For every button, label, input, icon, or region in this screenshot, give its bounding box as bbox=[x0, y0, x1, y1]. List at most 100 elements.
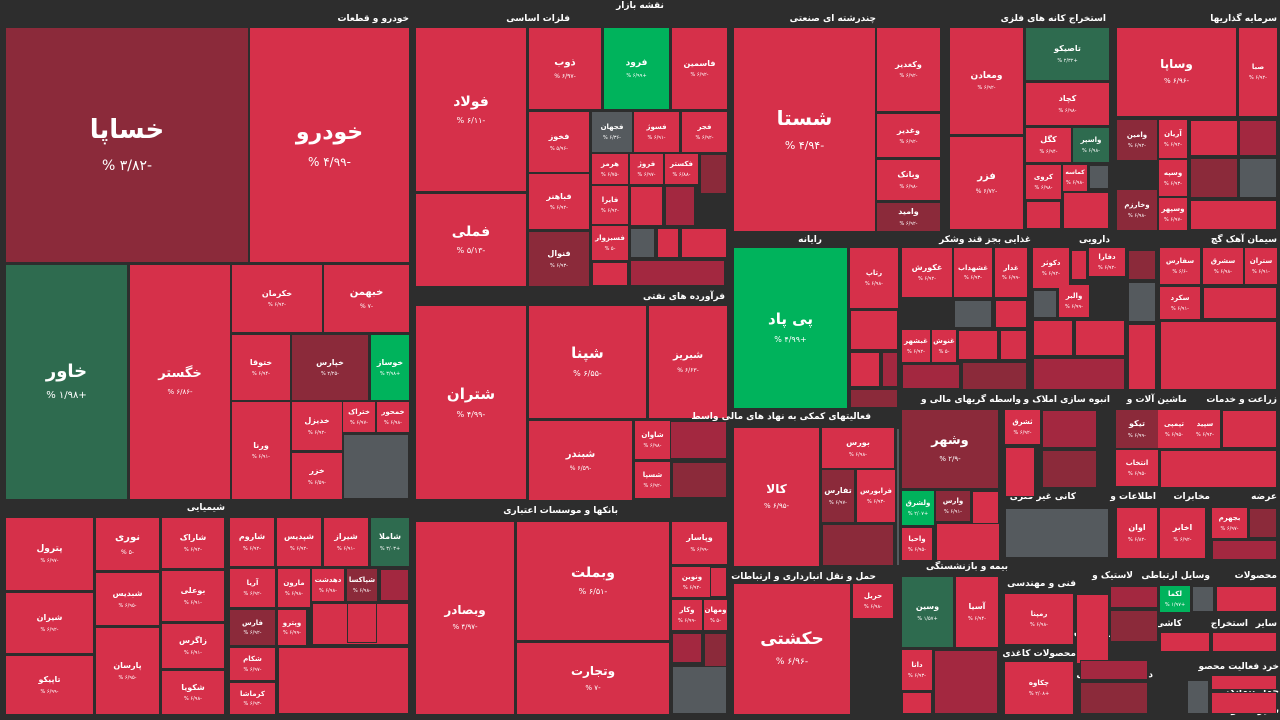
small-tile[interactable] bbox=[850, 389, 898, 408]
tile-وغدیر[interactable]: وغدیر -۶/۹۲ % bbox=[877, 114, 940, 157]
small-tile[interactable] bbox=[1033, 320, 1073, 356]
small-tile[interactable] bbox=[1239, 158, 1277, 198]
tile-بوعلی[interactable]: بوعلی -۶/۹۱ % bbox=[162, 571, 224, 621]
small-tile[interactable] bbox=[962, 362, 1027, 390]
tile-شیراز[interactable]: شیراز -۶/۹۱ % bbox=[324, 518, 368, 566]
tile-خاور[interactable]: خاور +۱/۹۸ % bbox=[6, 265, 127, 499]
tile-دانا[interactable]: دانا -۶/۹۳ % bbox=[902, 650, 932, 690]
tile-خمحور[interactable]: خمحور -۶/۹۸ % bbox=[377, 402, 409, 432]
tile-وارس[interactable]: وارس -۶/۹۱ % bbox=[936, 491, 970, 521]
tile-ورنا[interactable]: ورنا -۶/۹۱ % bbox=[232, 402, 290, 499]
tile-ثشرق[interactable]: ثشرق -۶/۹۲ % bbox=[1005, 410, 1040, 444]
small-tile[interactable] bbox=[1222, 410, 1277, 448]
tile-بجهرم[interactable]: بجهرم -۶/۹۷ % bbox=[1212, 508, 1247, 538]
tile-فنوال[interactable]: فنوال -۶/۹۳ % bbox=[529, 232, 589, 286]
small-tile[interactable] bbox=[681, 228, 727, 258]
tile-هرمز[interactable]: هرمز -۶/۷۵ % bbox=[592, 154, 628, 184]
small-tile[interactable] bbox=[972, 491, 999, 525]
tile-سپید[interactable]: سپید -۶/۹۲ % bbox=[1190, 410, 1220, 448]
small-tile[interactable] bbox=[1033, 290, 1057, 318]
tile-کرماشا[interactable]: کرماشا -۶/۹۳ % bbox=[230, 683, 275, 714]
small-tile[interactable] bbox=[1033, 358, 1125, 390]
small-tile[interactable] bbox=[278, 647, 409, 714]
tile-مارون[interactable]: مارون -۶/۹۸ % bbox=[278, 569, 310, 607]
small-tile[interactable] bbox=[936, 523, 1000, 561]
tile-بورس[interactable]: بورس -۶/۹۸ % bbox=[822, 428, 894, 468]
small-tile[interactable] bbox=[882, 352, 898, 387]
small-tile[interactable] bbox=[592, 262, 628, 286]
small-tile[interactable] bbox=[1190, 200, 1277, 230]
tile-شبدیس[interactable]: شبدیس -۶/۹۵ % bbox=[96, 573, 159, 625]
small-tile[interactable] bbox=[1160, 450, 1277, 488]
tile-فملی[interactable]: فملی -۵/۱۳ % bbox=[416, 194, 526, 286]
tile-وپاسار[interactable]: وپاسار -۶/۹۹ % bbox=[672, 522, 727, 564]
small-tile[interactable] bbox=[1128, 250, 1156, 280]
small-tile[interactable] bbox=[1192, 586, 1214, 612]
small-tile[interactable] bbox=[934, 650, 998, 714]
tile-پی پاد[interactable]: پی پاد +۴/۹۹ % bbox=[734, 248, 847, 408]
tile-ستران[interactable]: ستران -۶/۹۱ % bbox=[1245, 248, 1277, 284]
small-tile[interactable] bbox=[1080, 660, 1148, 680]
tile-وتجارت[interactable]: وتجارت -۷ % bbox=[517, 643, 669, 714]
small-tile[interactable] bbox=[1110, 586, 1158, 608]
tile-کچاد[interactable]: کچاد -۶/۹۸ % bbox=[1026, 83, 1109, 125]
small-tile[interactable] bbox=[902, 692, 932, 714]
small-tile[interactable] bbox=[1190, 120, 1238, 156]
tile-سفارس[interactable]: سفارس -۶/۶ % bbox=[1160, 248, 1200, 284]
tile-وپترو[interactable]: وپترو -۶/۹۹ % bbox=[278, 610, 306, 645]
tile-تاپیکو[interactable]: تاپیکو -۶/۹۹ % bbox=[6, 656, 93, 714]
tile-فارس[interactable]: فارس -۶/۹۲ % bbox=[230, 610, 275, 645]
small-tile[interactable] bbox=[1128, 282, 1156, 322]
tile-خگستر[interactable]: خگستر -۶/۸۶ % bbox=[130, 265, 230, 499]
small-tile[interactable] bbox=[1005, 508, 1109, 558]
tile-تفارس[interactable]: تفارس -۶/۹۷ % bbox=[822, 470, 854, 522]
small-tile[interactable] bbox=[700, 154, 727, 194]
tile-کماسه[interactable]: کماسه -۶/۹۸ % bbox=[1063, 165, 1087, 191]
small-tile[interactable] bbox=[630, 260, 725, 286]
tile-فسبزوار[interactable]: فسبزوار -۵ % bbox=[592, 226, 628, 260]
tile-شاروم[interactable]: شاروم -۶/۹۲ % bbox=[230, 518, 274, 566]
tile-شتران[interactable]: شتران -۴/۹۹ % bbox=[416, 306, 526, 499]
tile-پارسان[interactable]: پارسان -۶/۹۵ % bbox=[96, 628, 159, 714]
tile-شکویا[interactable]: شکویا -۶/۹۸ % bbox=[162, 671, 224, 714]
tile-فجر[interactable]: فجر -۶/۹۲ % bbox=[682, 112, 727, 152]
tile-تپمپی[interactable]: تپمپی -۶/۹۵ % bbox=[1158, 410, 1190, 448]
tile-وبانک[interactable]: وبانک -۶/۹۸ % bbox=[877, 160, 940, 200]
small-tile[interactable] bbox=[1160, 632, 1210, 652]
small-tile[interactable] bbox=[1187, 680, 1209, 714]
tile-فجهان[interactable]: فجهان -۶/۳۶ % bbox=[592, 112, 632, 152]
tile-فروژ[interactable]: فروژ -۶/۹۷ % bbox=[630, 154, 663, 184]
tile-وامین[interactable]: وامین -۶/۹۲ % bbox=[1117, 120, 1157, 160]
tile-نوری[interactable]: نوری -۵ % bbox=[96, 518, 159, 570]
small-tile[interactable] bbox=[657, 228, 679, 258]
small-tile[interactable] bbox=[1110, 610, 1158, 642]
small-tile[interactable] bbox=[995, 300, 1027, 328]
tile-فرابورس[interactable]: فرابورس -۶/۹۳ % bbox=[857, 470, 895, 522]
tile-پترول[interactable]: پترول -۶/۹۷ % bbox=[6, 518, 93, 590]
tile-تاصیکو[interactable]: تاصیکو +۲/۳۲ % bbox=[1026, 28, 1109, 80]
tile-ومعادن[interactable]: ومعادن -۶/۹۲ % bbox=[950, 28, 1023, 134]
tile-خوساز[interactable]: خوساز +۳/۹۸ % bbox=[371, 335, 409, 400]
small-tile[interactable] bbox=[896, 428, 900, 566]
tile-وشهر[interactable]: وشهر -۲/۹ % bbox=[902, 410, 998, 488]
tile-ونوین[interactable]: ونوین -۶/۹۲ % bbox=[672, 567, 712, 597]
small-tile[interactable] bbox=[1026, 201, 1061, 229]
small-tile[interactable] bbox=[630, 228, 655, 258]
tile-انتخاب[interactable]: انتخاب -۶/۹۵ % bbox=[1116, 450, 1158, 486]
tile-ختوقا[interactable]: ختوقا -۶/۹۴ % bbox=[232, 335, 290, 400]
tile-فایرا[interactable]: فایرا -۶/۹۲ % bbox=[592, 186, 628, 224]
tile-فزر[interactable]: فزر -۶/۷۲ % bbox=[950, 137, 1023, 229]
tile-صبا[interactable]: صبا -۶/۹۲ % bbox=[1239, 28, 1277, 116]
small-tile[interactable] bbox=[850, 310, 898, 350]
small-tile[interactable] bbox=[954, 300, 992, 328]
tile-آریان[interactable]: آریان -۶/۹۲ % bbox=[1159, 120, 1187, 158]
tile-شاوان[interactable]: شاوان -۶/۹۸ % bbox=[635, 421, 670, 459]
tile-اوان[interactable]: اوان -۶/۸۲ % bbox=[1117, 508, 1157, 558]
tile-فباهنر[interactable]: فباهنر -۶/۹۲ % bbox=[529, 174, 589, 229]
small-tile[interactable] bbox=[1005, 447, 1035, 497]
tile-شپدیس[interactable]: شپدیس -۶/۹۲ % bbox=[277, 518, 321, 566]
small-tile[interactable] bbox=[1076, 594, 1109, 664]
tile-والبر[interactable]: والبر -۶/۹۹ % bbox=[1059, 285, 1089, 317]
tile-اخابر[interactable]: اخابر -۶/۹۲ % bbox=[1160, 508, 1205, 558]
tile-وبصادر[interactable]: وبصادر -۴/۹۷ % bbox=[416, 522, 514, 714]
